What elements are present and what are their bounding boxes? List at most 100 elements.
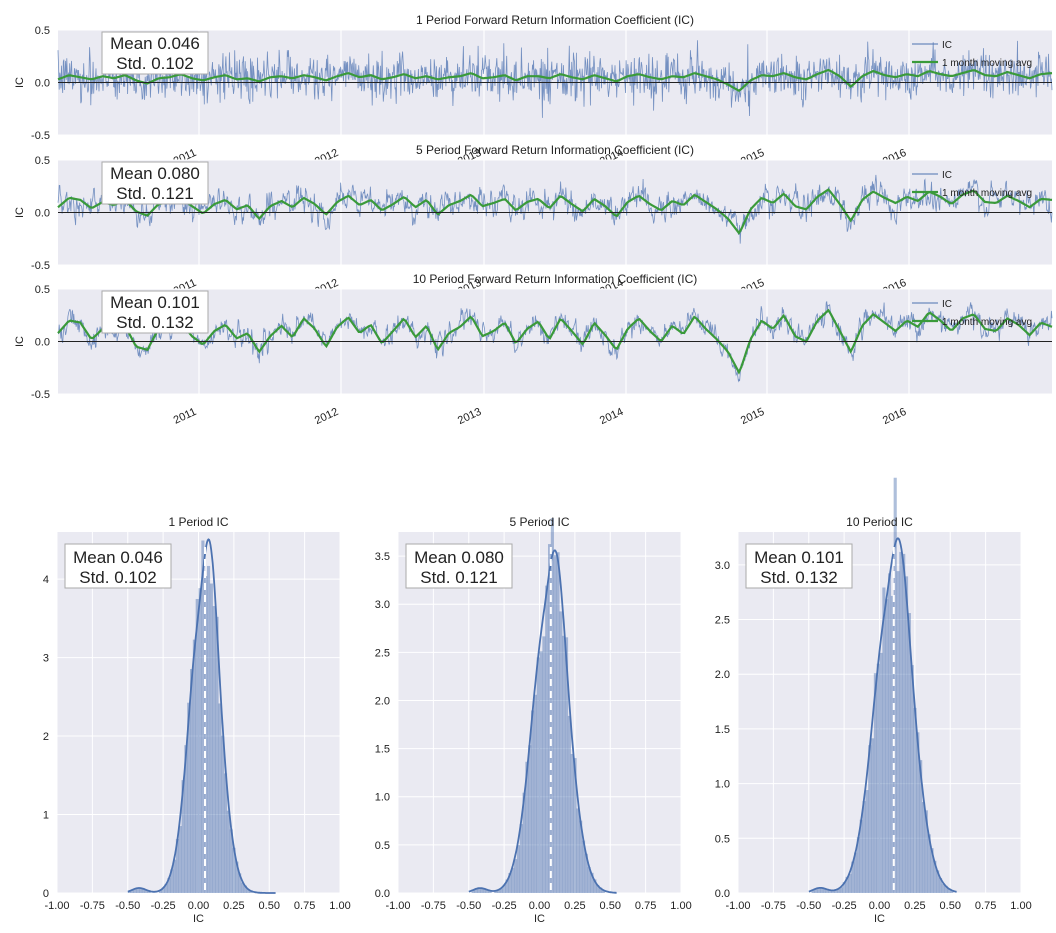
ic-histogram-panel-2: -1.00 -0.75 -0.50 -0.25 0.00 0.25 0.50 0.75 1.00… (375, 515, 692, 925)
histogram-bar (136, 888, 140, 893)
histogram-bar (921, 802, 926, 893)
legend-ic-label: IC (942, 299, 952, 310)
y-tick-label: 3.5 (375, 551, 390, 563)
histogram-bar (133, 889, 137, 893)
chart-title: 5 Period Forward Return Information Coef… (416, 143, 694, 157)
histogram-bar (525, 761, 529, 893)
x-tick-label: -0.25 (151, 900, 176, 912)
histogram-bar (480, 888, 484, 893)
histogram-bar (893, 477, 897, 893)
histogram-bar (854, 852, 858, 893)
histogram-bar (947, 888, 951, 893)
histogram-bar (581, 840, 586, 893)
histogram-bar (511, 867, 515, 893)
histogram-bar (519, 824, 523, 893)
histogram-bar (170, 869, 174, 893)
histogram-bar (206, 565, 211, 893)
x-tick-label: -0.50 (115, 900, 140, 912)
histogram-bar (139, 888, 143, 893)
stats-std: Std. 0.121 (116, 184, 194, 203)
histogram-bar (195, 598, 199, 893)
histogram-bar (164, 883, 168, 893)
x-axis-label: IC (534, 913, 545, 925)
x-tick-label: -0.75 (421, 900, 446, 912)
histogram-bar (927, 834, 931, 893)
histogram-bar (950, 890, 954, 893)
histogram-bar (528, 745, 532, 893)
histogram-bar (514, 859, 518, 893)
x-tick-label: 2013 (456, 406, 483, 427)
ic-series-line (57, 40, 1053, 118)
histogram-bar (817, 887, 821, 893)
x-tick-label: 2015 (739, 406, 766, 427)
histogram-bar (235, 861, 239, 893)
histogram-bar (584, 853, 588, 893)
x-tick-label: 0.75 (975, 900, 996, 912)
histogram-bar (882, 587, 886, 893)
ic-timeseries-panel-3: 0.5 0.0 -0.5 IC 10 Period Forward Return Inf… (14, 272, 1053, 427)
histogram-bar (885, 599, 889, 893)
histogram-bar (944, 885, 948, 893)
histogram-bar (232, 847, 236, 893)
histogram-bar (839, 887, 844, 893)
histogram-bar (822, 888, 827, 893)
histogram-bar (190, 669, 194, 893)
histogram-bar (871, 738, 875, 893)
y-tick-label: 3 (43, 653, 49, 665)
histogram-bar (587, 867, 591, 893)
stats-std: Std. 0.132 (116, 313, 194, 332)
kde-line (127, 538, 276, 894)
y-tick-label: 0.0 (35, 208, 50, 220)
histogram-bar (919, 760, 923, 893)
histogram-bar (531, 710, 535, 893)
x-tick-label: 0.50 (259, 900, 280, 912)
legend-ma-label: 1 month moving avg (942, 317, 1032, 328)
histogram-bar (192, 639, 196, 893)
x-tick-label: 0.25 (904, 900, 925, 912)
y-axis-label: IC (14, 207, 26, 218)
histogram-bar (941, 883, 945, 893)
stats-std: Std. 0.102 (79, 568, 157, 587)
legend-ic-label: IC (942, 40, 952, 51)
histogram-bar (837, 888, 841, 893)
chart-title: 1 Period Forward Return Information Coef… (416, 13, 694, 27)
histogram-bar (178, 826, 182, 893)
x-tick-label: 2012 (313, 406, 340, 427)
histogram-bar (916, 732, 920, 893)
histogram-bar (226, 810, 230, 893)
histogram-bar (814, 889, 818, 893)
stats-mean: Mean 0.046 (73, 548, 163, 567)
legend-ma-label: 1 month moving avg (942, 58, 1032, 69)
histogram-bar (936, 870, 940, 893)
x-tick-label: 0.75 (294, 900, 315, 912)
histogram-bar (187, 702, 191, 893)
stats-mean: Mean 0.080 (110, 164, 200, 183)
y-tick-label: 1.5 (375, 744, 390, 756)
y-tick-label: 0.0 (35, 78, 50, 90)
legend-ma-label: 1 month moving avg (942, 188, 1032, 199)
histogram-bar (204, 576, 208, 893)
y-tick-label: 2 (43, 731, 49, 743)
histogram-bar (845, 876, 849, 893)
x-tick-label: -0.25 (832, 900, 857, 912)
kde-line (468, 549, 617, 894)
x-tick-label: 2014 (598, 406, 625, 427)
histogram-bar (127, 891, 131, 893)
y-tick-label: 0.5 (715, 833, 730, 845)
histogram-bar (221, 735, 225, 893)
histogram-bar (564, 637, 569, 893)
histogram-bar (811, 890, 815, 893)
histogram-bar (596, 884, 600, 893)
histogram-bar (848, 873, 852, 893)
legend-ic-label: IC (942, 170, 952, 181)
histogram-bar (477, 888, 481, 893)
histogram-bar (229, 829, 233, 893)
histogram-bar (902, 553, 906, 893)
histogram-bar (573, 758, 577, 893)
histogram-bar (508, 873, 512, 893)
histogram-bar (556, 552, 560, 893)
stats-box (64, 543, 172, 589)
ic-histogram-panel-3: -1.00 -0.75 -0.50 -0.25 0.00 0.25 0.50 0.75 1.00… (715, 477, 1032, 925)
histogram-bar (590, 872, 594, 893)
